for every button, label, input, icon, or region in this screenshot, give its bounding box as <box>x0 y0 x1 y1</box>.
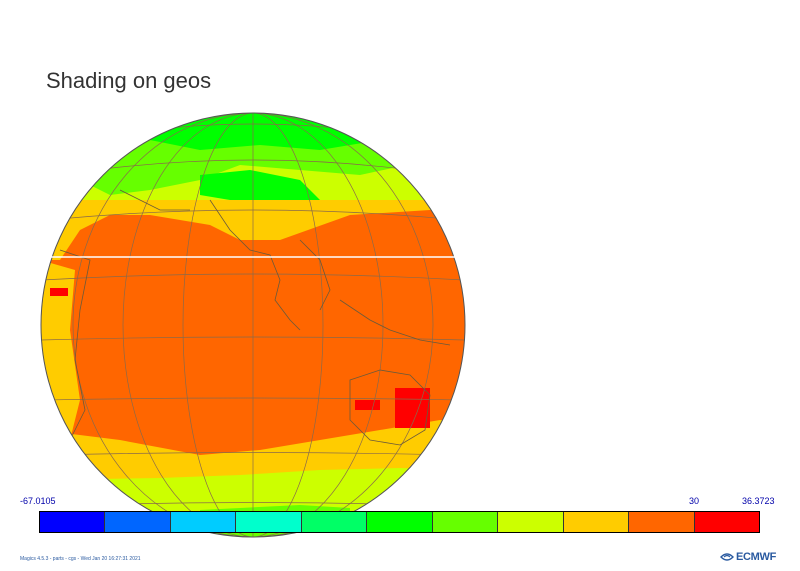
colorbar-swatch-6 <box>367 512 433 532</box>
coastlines <box>59 189 451 446</box>
ecmwf-logo-icon <box>720 553 734 561</box>
colorbar-swatch-3 <box>170 512 237 532</box>
shading-region-hot-spot-west <box>50 288 68 296</box>
colorbar-swatch-2 <box>105 512 171 532</box>
colorbar-mid-label: 30 <box>689 496 700 506</box>
colorbar-swatch-4 <box>236 512 302 532</box>
colorbar-swatch-8 <box>498 512 564 532</box>
shading-region-himalaya <box>200 170 320 205</box>
colorbar-max-label: 36.3723 <box>742 496 775 506</box>
colorbar-min-label: -67.0105 <box>20 496 56 506</box>
colorbar-swatch-11 <box>694 512 759 532</box>
shading-region-hottest <box>395 388 430 428</box>
colorbar <box>39 511 760 533</box>
colorbar-swatch-5 <box>301 512 368 532</box>
colorbar-swatch-10 <box>629 512 695 532</box>
ecmwf-logo: ECMWF <box>720 551 776 563</box>
globe-outline <box>40 112 466 538</box>
colorbar-swatch-7 <box>432 512 499 532</box>
colorbar-swatch-1 <box>40 512 106 532</box>
footer-text: Magics 4.5.3 - parts - cgs - Wed Jan 20 … <box>20 556 141 562</box>
shading-region-hot-spot <box>355 400 380 410</box>
shading-region-subtropics <box>41 200 430 260</box>
page-title: Shading on geos <box>46 68 212 93</box>
logo-text: ECMWF <box>736 551 777 563</box>
colorbar-swatch-9 <box>563 512 630 532</box>
